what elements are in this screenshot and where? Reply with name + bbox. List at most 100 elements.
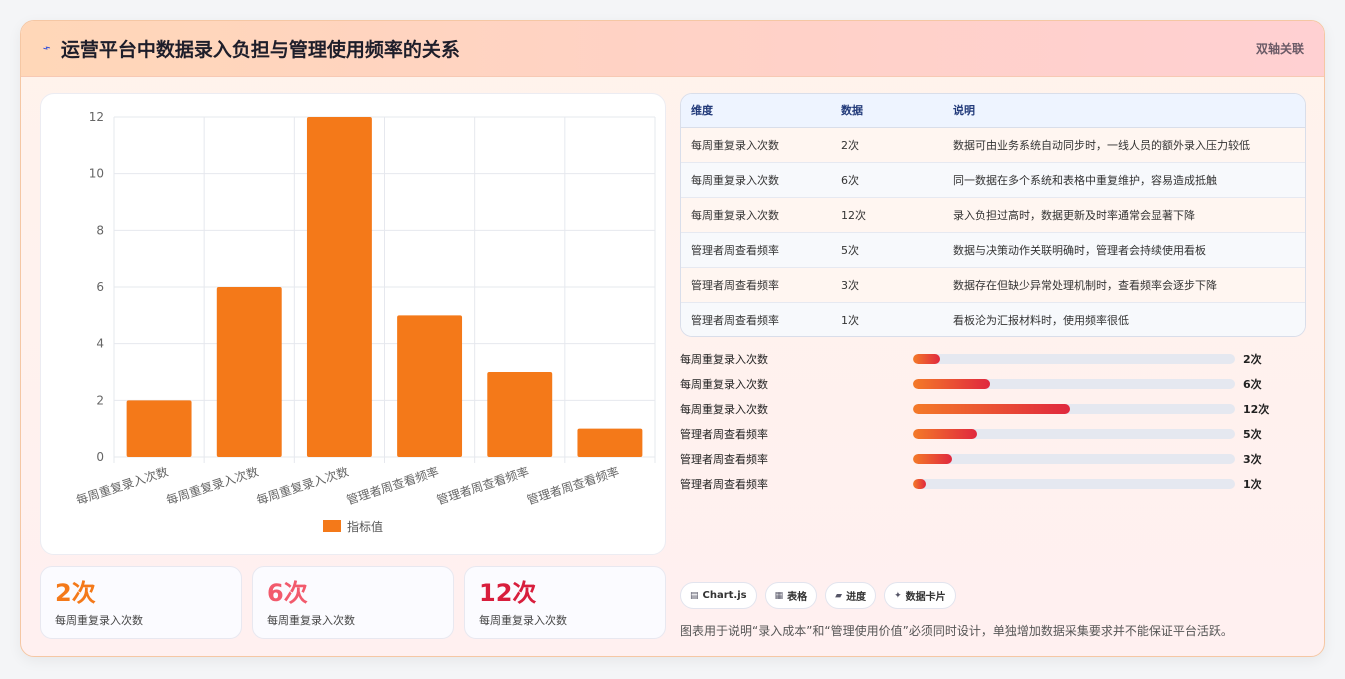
x-tick-label: 每周重复录入次数 bbox=[74, 464, 170, 508]
progress-label: 每周重复录入次数 bbox=[680, 377, 768, 391]
kpi-card: 12次 每周重复录入次数 bbox=[464, 566, 666, 639]
kpi-label: 每周重复录入次数 bbox=[267, 614, 355, 627]
kpi-value: 12次 bbox=[479, 579, 537, 607]
pill-label: 表格 bbox=[787, 592, 808, 603]
pill-progress[interactable]: ▰ 进度 bbox=[825, 582, 877, 609]
progress-value: 12次 bbox=[1243, 402, 1270, 416]
table-cell: 数据可由业务系统自动同步时，一线人员的额外录入压力较低 bbox=[943, 127, 1305, 163]
dashboard-card: ⌁ 运营平台中数据录入负担与管理使用频率的关系 双轴关联 0 2 4 6 8 10 12 每周… bbox=[20, 20, 1325, 657]
progress-fill bbox=[913, 353, 940, 364]
table-row: 每周重复录入次数 12次 录入负担过高时，数据更新及时率通常会显著下降 bbox=[681, 197, 1305, 233]
y-tick-label: 6 bbox=[96, 280, 104, 294]
chart-bar bbox=[577, 428, 643, 457]
progress-fill bbox=[913, 403, 1071, 414]
table-cell: 12次 bbox=[831, 197, 943, 233]
bar-chart: 024681012每周重复录入次数每周重复录入次数每周重复录入次数管理者周查看频… bbox=[74, 110, 656, 534]
chart-icon: ▤ bbox=[690, 590, 699, 601]
table-row: 每周重复录入次数 2次 数据可由业务系统自动同步时，一线人员的额外录入压力较低 bbox=[681, 127, 1305, 163]
chart-bar bbox=[126, 400, 192, 457]
progress-row: 每周重复录入次数 12次 bbox=[680, 396, 1306, 421]
progress-label: 每周重复录入次数 bbox=[680, 402, 768, 416]
progress-fill bbox=[913, 378, 991, 389]
chart-bar bbox=[306, 117, 372, 457]
table-cell: 数据与决策动作关联明确时，管理者会持续使用看板 bbox=[943, 232, 1305, 268]
progress-icon: ▰ bbox=[835, 590, 843, 601]
table-cell: 3次 bbox=[831, 267, 943, 303]
progress-label: 管理者周查看频率 bbox=[680, 427, 768, 441]
table-cell: 2次 bbox=[831, 127, 943, 163]
progress-row: 管理者周查看频率 5次 bbox=[680, 421, 1306, 446]
y-tick-label: 12 bbox=[89, 110, 104, 124]
y-tick-label: 10 bbox=[89, 167, 104, 181]
x-tick-label: 管理者周查看频率 bbox=[345, 464, 441, 508]
y-tick-label: 2 bbox=[96, 393, 104, 407]
table-row: 每周重复录入次数 6次 同一数据在多个系统和表格中重复维护，容易造成抵触 bbox=[681, 162, 1305, 198]
table-cell: 每周重复录入次数 bbox=[681, 197, 831, 233]
table-cell: 6次 bbox=[831, 162, 943, 198]
table-cell: 每周重复录入次数 bbox=[681, 162, 831, 198]
column-header: 维度 bbox=[681, 94, 831, 128]
footnote: 图表用于说明“录入成本”和“管理使用价值”必须同时设计，单独增加数据采集要求并不… bbox=[680, 624, 1233, 638]
sparkle-icon: ✦ bbox=[894, 590, 902, 601]
progress-track bbox=[913, 478, 1235, 489]
feature-pills: ▤ Chart.js ▦ 表格 ▰ 进度 ✦ 数据卡片 bbox=[680, 582, 956, 609]
table-cell: 管理者周查看频率 bbox=[681, 232, 831, 268]
progress-track bbox=[913, 453, 1235, 464]
progress-value: 6次 bbox=[1243, 377, 1262, 391]
y-tick-label: 0 bbox=[96, 450, 104, 464]
table-cell: 每周重复录入次数 bbox=[681, 127, 831, 163]
chart-panel: 0 2 4 6 8 10 12 每周重复录入次数 每周重复录入次数 每周重复录入次数 管理者周查看频… bbox=[40, 93, 666, 555]
progress-row: 管理者周查看频率 3次 bbox=[680, 446, 1306, 471]
progress-track bbox=[913, 428, 1235, 439]
table-cell: 数据存在但缺少异常处理机制时，查看频率会逐步下降 bbox=[943, 267, 1305, 303]
progress-fill bbox=[913, 428, 978, 439]
chart-bar bbox=[397, 315, 463, 457]
table-cell: 管理者周查看频率 bbox=[681, 267, 831, 303]
table-cell: 同一数据在多个系统和表格中重复维护，容易造成抵触 bbox=[943, 162, 1305, 198]
table-row: 管理者周查看频率 5次 数据与决策动作关联明确时，管理者会持续使用看板 bbox=[681, 232, 1305, 268]
progress-label: 管理者周查看频率 bbox=[680, 477, 768, 491]
pill-data-card[interactable]: ✦ 数据卡片 bbox=[884, 582, 956, 609]
x-tick-label: 每周重复录入次数 bbox=[164, 464, 260, 508]
table-cell: 管理者周查看频率 bbox=[681, 302, 831, 336]
page-title: 运营平台中数据录入负担与管理使用频率的关系 bbox=[60, 39, 460, 61]
chart-bar bbox=[487, 372, 553, 457]
progress-list: 每周重复录入次数 2次 每周重复录入次数 6次 每周重复录入次数 12次 管理者… bbox=[680, 346, 1306, 496]
table-icon: ▦ bbox=[774, 590, 784, 601]
column-header: 说明 bbox=[943, 94, 1305, 128]
progress-fill bbox=[913, 453, 952, 464]
x-tick-label: 每周重复录入次数 bbox=[254, 464, 350, 508]
progress-value: 2次 bbox=[1243, 352, 1262, 366]
data-table: 维度 数据 说明 每周重复录入次数 2次 数据可由业务系统自动同步时，一线人员的… bbox=[680, 93, 1306, 337]
table-cell: 5次 bbox=[831, 232, 943, 268]
table-header-row: 维度 数据 说明 bbox=[681, 94, 1305, 128]
table-cell: 看板沦为汇报材料时，使用频率很低 bbox=[943, 302, 1305, 336]
title-wrap: ⌁ 运营平台中数据录入负担与管理使用频率的关系 bbox=[40, 35, 460, 62]
pill-table[interactable]: ▦ 表格 bbox=[764, 582, 818, 609]
chart-line-icon: ⌁ bbox=[40, 40, 54, 57]
legend-swatch bbox=[323, 520, 341, 532]
pill-label: 进度 bbox=[846, 592, 867, 603]
legend-label: 指标值 bbox=[347, 519, 383, 534]
pill-label: 数据卡片 bbox=[905, 592, 946, 603]
kpi-card: 6次 每周重复录入次数 bbox=[252, 566, 454, 639]
progress-track bbox=[913, 378, 1235, 389]
kpi-label: 每周重复录入次数 bbox=[55, 614, 143, 627]
progress-row: 管理者周查看频率 1次 bbox=[680, 471, 1306, 496]
header-tag: 双轴关联 bbox=[1255, 42, 1304, 56]
progress-row: 每周重复录入次数 6次 bbox=[680, 371, 1306, 396]
progress-row: 每周重复录入次数 2次 bbox=[680, 346, 1306, 371]
progress-fill bbox=[913, 478, 926, 489]
progress-value: 5次 bbox=[1243, 427, 1262, 441]
table-cell: 录入负担过高时，数据更新及时率通常会显著下降 bbox=[943, 197, 1305, 233]
x-tick-label: 管理者周查看频率 bbox=[525, 464, 621, 508]
chart-bar bbox=[216, 287, 282, 457]
progress-label: 每周重复录入次数 bbox=[680, 352, 768, 366]
table-cell: 1次 bbox=[831, 302, 943, 336]
kpi-value: 6次 bbox=[267, 579, 308, 607]
card-header: ⌁ 运营平台中数据录入负担与管理使用频率的关系 双轴关联 bbox=[21, 21, 1324, 77]
progress-track bbox=[913, 353, 1235, 364]
progress-value: 1次 bbox=[1243, 477, 1262, 491]
pill-chartjs[interactable]: ▤ Chart.js bbox=[680, 582, 757, 609]
progress-track bbox=[913, 403, 1235, 414]
